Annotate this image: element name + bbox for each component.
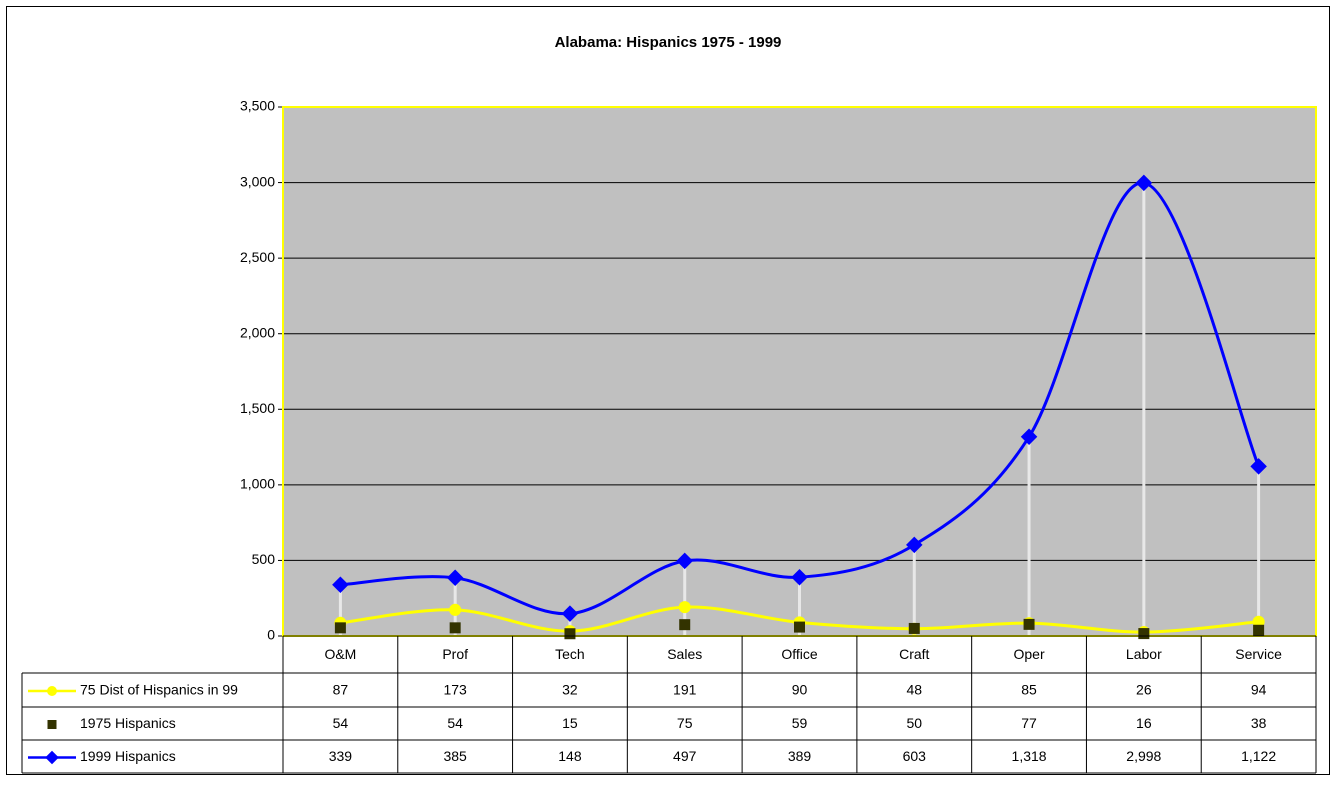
table-value: 38 <box>1251 715 1267 731</box>
point <box>908 622 920 634</box>
x-tick-label: Prof <box>442 646 468 662</box>
point <box>791 568 808 586</box>
table-value: 15 <box>562 715 578 731</box>
y-tick-label: 500 <box>252 551 276 567</box>
legend-marker <box>45 750 59 765</box>
legend-marker <box>47 720 57 729</box>
x-tick-label: Sales <box>667 646 702 662</box>
table-value: 497 <box>673 748 697 764</box>
legend-marker <box>47 686 57 696</box>
x-tick-label: Tech <box>555 646 585 662</box>
point <box>446 569 464 587</box>
table-value: 77 <box>1021 715 1037 731</box>
table-value: 2,998 <box>1126 748 1161 764</box>
table-value: 389 <box>788 748 812 764</box>
table-value: 16 <box>1136 715 1152 731</box>
y-tick-label: 1,000 <box>240 476 275 492</box>
point <box>1135 174 1153 192</box>
table-value: 59 <box>792 715 808 731</box>
table-value: 339 <box>329 748 353 764</box>
point <box>1138 628 1150 640</box>
point <box>564 628 576 640</box>
y-tick-label: 0 <box>267 627 275 643</box>
legend-label: 75 Dist of Hispanics in 99 <box>80 682 238 698</box>
point <box>794 621 805 633</box>
table-value: 54 <box>333 715 349 731</box>
table-value: 90 <box>792 682 808 698</box>
point <box>449 603 462 616</box>
x-tick-label: Office <box>781 646 818 662</box>
point <box>332 576 349 594</box>
point <box>561 605 579 622</box>
y-tick-label: 2,500 <box>240 249 275 265</box>
table-value: 50 <box>906 715 922 731</box>
table-value: 148 <box>558 748 582 764</box>
point <box>676 552 693 570</box>
y-tick-label: 3,500 <box>240 98 275 114</box>
x-tick-label: Service <box>1235 646 1282 662</box>
table-value: 75 <box>677 715 693 731</box>
table-value: 191 <box>673 682 697 698</box>
y-tick-label: 3,000 <box>240 173 275 189</box>
table-value: 87 <box>333 682 349 698</box>
table-value: 603 <box>903 748 927 764</box>
table-value: 26 <box>1136 682 1152 698</box>
table-value: 85 <box>1021 682 1037 698</box>
point <box>1253 624 1265 636</box>
table-value: 1,122 <box>1241 748 1276 764</box>
point <box>906 536 923 554</box>
y-tick-label: 1,500 <box>240 400 275 416</box>
point <box>334 622 346 634</box>
point <box>678 601 691 614</box>
point <box>449 622 461 634</box>
point <box>1020 428 1038 446</box>
point <box>679 619 691 631</box>
y-tick-label: 2,000 <box>240 324 275 340</box>
x-tick-label: Craft <box>899 646 929 662</box>
point <box>1250 458 1267 475</box>
table-value: 48 <box>906 682 922 698</box>
point <box>1023 618 1035 630</box>
legend-label: 1975 Hispanics <box>80 715 176 731</box>
plot-area <box>283 107 1316 636</box>
x-tick-label: Oper <box>1013 646 1044 662</box>
table-value: 54 <box>447 715 463 731</box>
table-value: 173 <box>443 682 467 698</box>
table-value: 1,318 <box>1012 748 1047 764</box>
table-value: 94 <box>1251 682 1267 698</box>
x-tick-label: O&M <box>324 646 356 662</box>
table-value: 385 <box>443 748 467 764</box>
chart-title: Alabama: Hispanics 1975 - 1999 <box>555 34 782 51</box>
table-value: 32 <box>562 682 578 698</box>
legend-label: 1999 Hispanics <box>80 748 176 764</box>
x-tick-label: Labor <box>1126 646 1162 662</box>
